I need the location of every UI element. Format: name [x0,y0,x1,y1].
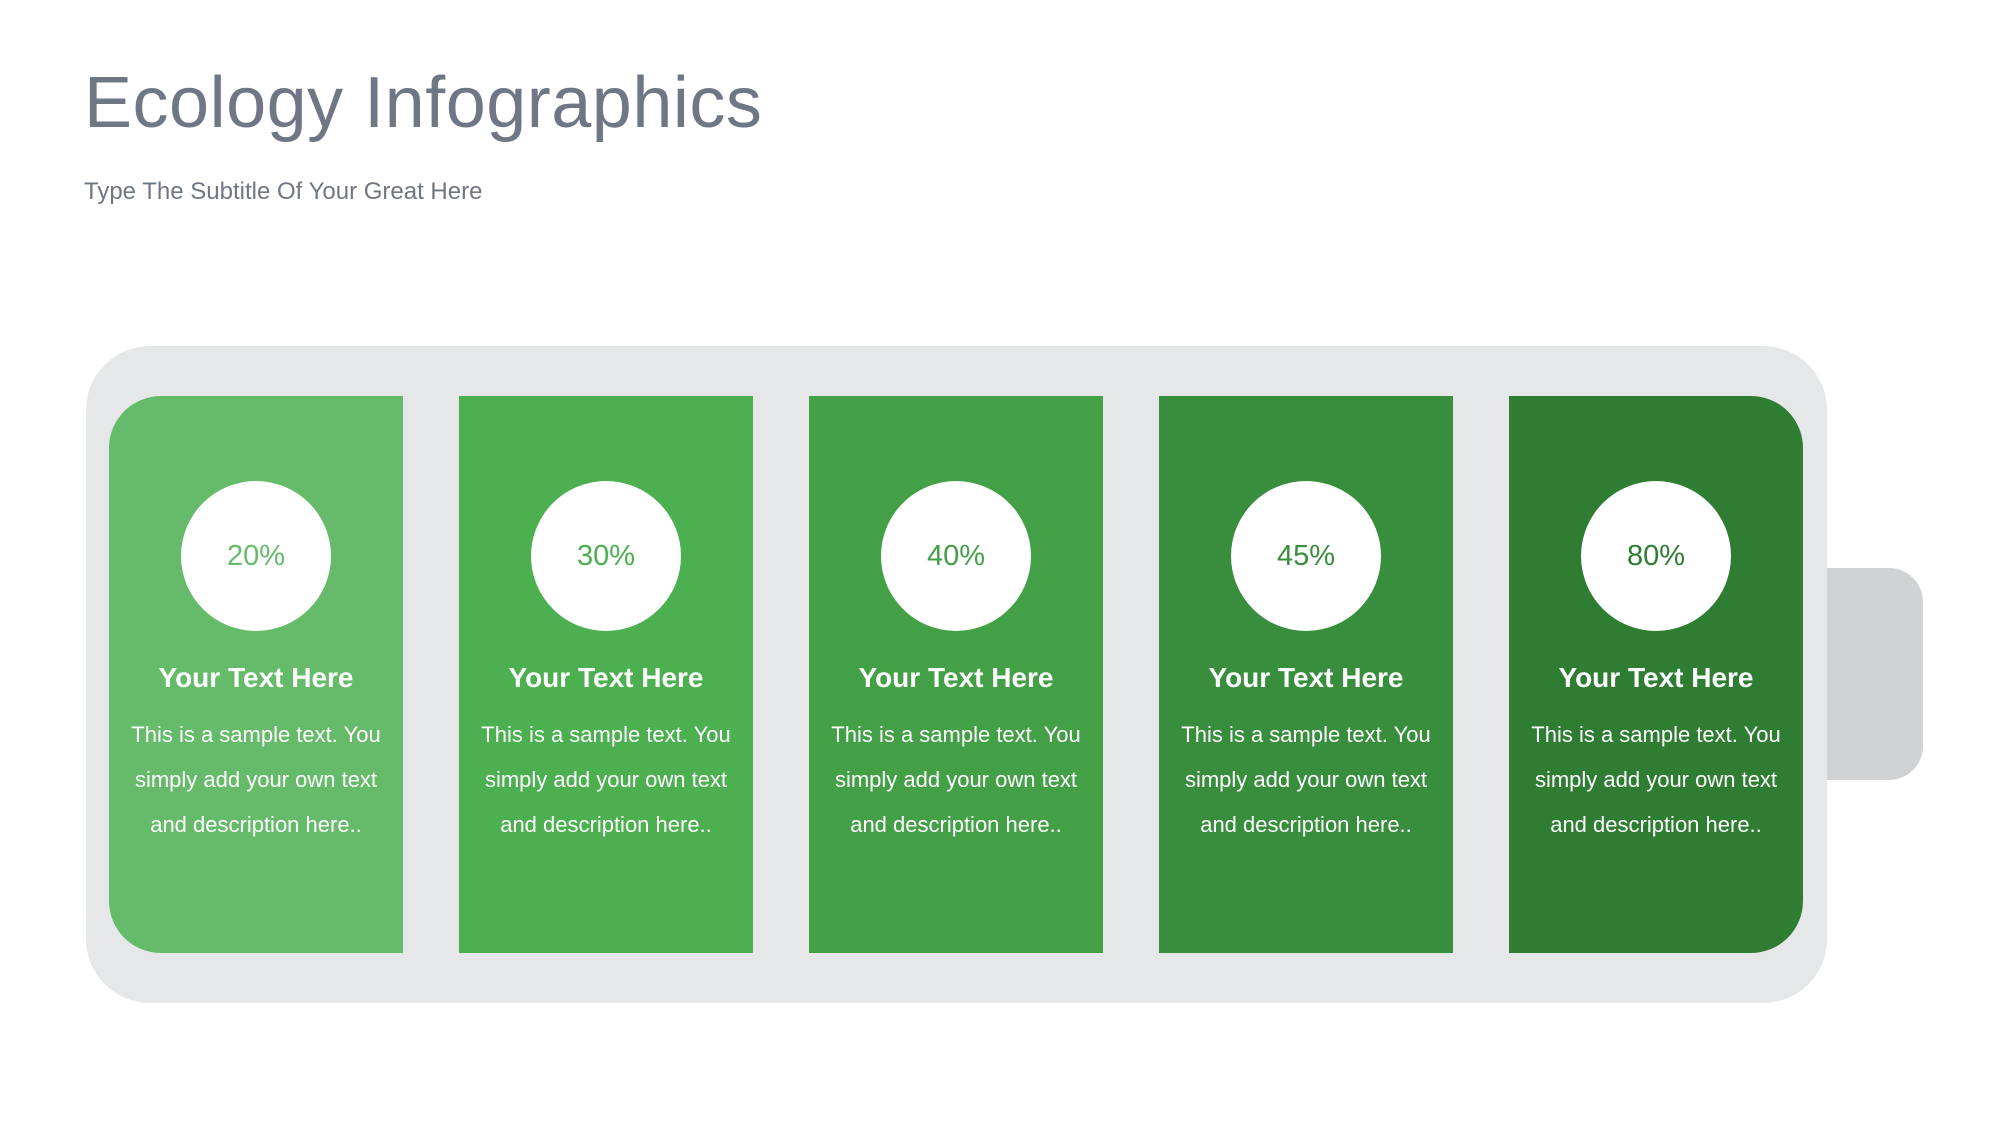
cell-heading: Your Text Here [1558,662,1754,693]
cell-heading: Your Text Here [508,662,704,693]
battery-cell: 20% Your Text Here This is a sample text… [109,396,403,953]
battery-cell: 45% Your Text Here This is a sample text… [1159,396,1453,953]
battery-terminal [1827,568,1923,780]
cell-description: This is a sample text. You simply add yo… [1531,722,1781,837]
percent-circle: 45% [1231,481,1381,631]
battery-cell: 40% Your Text Here This is a sample text… [809,396,1103,953]
battery-cell: 80% Your Text Here This is a sample text… [1509,396,1803,953]
cell-description: This is a sample text. You simply add yo… [831,722,1081,837]
percent-circle: 80% [1581,481,1731,631]
percent-circle: 30% [531,481,681,631]
cell-heading: Your Text Here [858,662,1054,693]
battery-cell: 30% Your Text Here This is a sample text… [459,396,753,953]
cell-description: This is a sample text. You simply add yo… [481,722,731,837]
cell-description: This is a sample text. You simply add yo… [131,722,381,837]
percent-circle: 20% [181,481,331,631]
cell-heading: Your Text Here [158,662,354,693]
cell-heading: Your Text Here [1208,662,1404,693]
cell-description: This is a sample text. You simply add yo… [1181,722,1431,837]
percent-circle: 40% [881,481,1031,631]
page-subtitle: Type The Subtitle Of Your Great Here [84,178,483,205]
page-title: Ecology Infographics [84,63,763,143]
